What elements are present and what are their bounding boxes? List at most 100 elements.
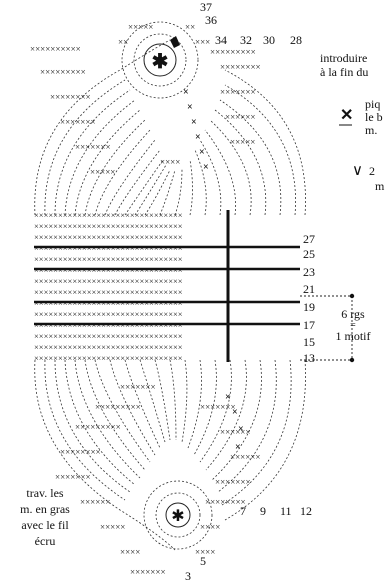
label-32: 32 [240,33,252,47]
top-center-motif: ✱ [121,21,199,99]
svg-text:×: × [232,407,238,418]
svg-text:××××××: ×××××× [220,427,250,437]
label-28: 28 [290,33,302,47]
row-number-21: 21 [303,282,315,296]
intro-text-line1: introduire [320,51,367,65]
legend-cross-text3: m. [365,123,377,137]
svg-text:××: ×× [118,37,128,47]
svg-text:×: × [183,87,189,98]
bold-rows [34,245,300,326]
bracket-dot-top [349,293,355,299]
bold-triangle-mark [170,36,180,48]
svg-text:××××××××××××××××××××××××××××××: ××××××××××××××××××××××××××××××× [34,254,183,264]
svg-text:××××××××××××××××××××××××××××××: ××××××××××××××××××××××××××××××× [34,287,183,297]
label-3: 3 [185,569,191,583]
svg-text:×××××××××: ××××××××× [40,67,86,77]
trav-text-line4: écru [35,534,56,548]
svg-text:××××: ×××× [195,547,215,557]
svg-text:×: × [195,132,201,143]
bold-stitch-chain-top: × × × × × × [183,87,209,173]
equals-label: = [350,320,356,331]
svg-text:×: × [187,102,193,113]
svg-text:××××××××××: ×××××××××× [30,44,81,54]
svg-text:××××××××: ×××××××× [60,447,101,457]
bottom-motif-crosses: ××××××× ××××××××× ××××××× ××××××××× ××××… [55,382,260,577]
svg-text:××××××××××××××××××××××××××××××: ××××××××××××××××××××××××××××××× [34,342,183,352]
trav-text-line2: m. en gras [20,502,70,516]
bold-stitch-chain-bottom: × × × × [225,392,244,453]
svg-text:×××××××: ××××××× [215,477,251,487]
label-36: 36 [205,13,217,27]
label-5: 5 [200,554,206,568]
svg-text:×××××××: ××××××× [130,567,166,577]
row-number-15: 15 [303,335,315,349]
svg-text:×: × [203,162,209,173]
svg-text:×××××××: ××××××× [60,117,96,127]
svg-text:×××××××: ××××××× [220,87,256,97]
svg-text:××××: ×××× [120,547,140,557]
legend-v-symbol: ∨ [352,163,363,179]
row-number-17: 17 [303,318,315,332]
row-number-23: 23 [303,265,315,279]
bottom-fan [34,359,306,551]
svg-text:×××××: ××××× [128,22,153,32]
svg-text:××××: ×××× [160,157,180,167]
svg-text:××××××: ×××××× [225,112,255,122]
svg-text:××××: ×××× [200,522,220,532]
label-11: 11 [280,504,292,518]
svg-text:××××××××: ×××××××× [220,62,261,72]
svg-text:×××××××: ××××××× [200,402,236,412]
legend-v-text2: m [375,179,385,193]
row-number-19: 19 [303,300,315,314]
label-9: 9 [260,504,266,518]
svg-text:×××××××××: ××××××××× [75,422,121,432]
svg-text:×××××××: ××××××× [120,382,156,392]
svg-text:××××××××××××××××××××××××××××××: ××××××××××××××××××××××××××××××× [34,221,183,231]
svg-text:×××××: ××××× [100,522,125,532]
repeat-bracket [300,295,353,361]
top-motif-crosses: ××××× ×× ×× ××× ×××××××××× ××××××××× ×××… [30,22,261,177]
svg-text:××××××: ×××××× [230,452,260,462]
rgs-label: 6 rgs [341,307,365,321]
svg-text:×××××: ××××× [230,137,255,147]
stitch-grid: ××××××××××××××××××××××××××××××× ××××××××… [34,210,183,363]
top-fan [34,39,306,216]
svg-text:××××××××: ×××××××× [205,497,246,507]
label-12: 12 [300,504,312,518]
intro-text-line2: à la fin du [320,65,368,79]
row-number-27: 27 [303,232,315,246]
svg-text:×: × [199,147,205,158]
legend-v-item: ∨ 2 m [352,163,385,193]
svg-text:×: × [238,424,244,435]
svg-text:××××××××××××××××××××××××××××××: ××××××××××××××××××××××××××××××× [34,309,183,319]
svg-text:××××××××××××××××××××××××××××××: ××××××××××××××××××××××××××××××× [34,353,183,363]
bottom-center-motif: ✱ [143,480,213,550]
legend-cross-symbol: ✕ [340,107,353,124]
bottom-star-symbol: ✱ [171,508,184,525]
svg-text:××××××××××××××××××××××××××××××: ××××××××××××××××××××××××××××××× [34,210,183,220]
legend-v-text1: 2 [369,164,375,178]
motif-label: 1 motif [336,329,371,343]
legend-cross-text2: le b [365,110,383,124]
svg-text:×××××××: ××××××× [55,472,91,482]
svg-text:××××××××××××××××××××××××××××××: ××××××××××××××××××××××××××××××× [34,331,183,341]
row-number-25: 25 [303,247,315,261]
svg-text:×××××××××: ××××××××× [95,402,141,412]
legend-cross-text1: piq [365,97,380,111]
svg-text:××××××: ×××××× [80,497,110,507]
label-7: 7 [240,504,246,518]
svg-text:×××××: ××××× [90,167,115,177]
svg-text:××××××××××××××××××××××××××××××: ××××××××××××××××××××××××××××××× [34,276,183,286]
label-37: 37 [200,0,212,14]
label-30: 30 [263,33,275,47]
svg-text:××××××××: ×××××××× [50,92,91,102]
svg-text:×××××××: ××××××× [75,142,111,152]
label-34: 34 [215,33,227,47]
svg-text:×××××××××: ××××××××× [210,47,256,57]
row-number-13: 13 [303,351,315,365]
svg-text:×: × [191,117,197,128]
svg-text:××××××××××××××××××××××××××××××: ××××××××××××××××××××××××××××××× [34,232,183,242]
bracket-dot-bottom [349,357,355,363]
svg-text:×××: ××× [195,37,210,47]
